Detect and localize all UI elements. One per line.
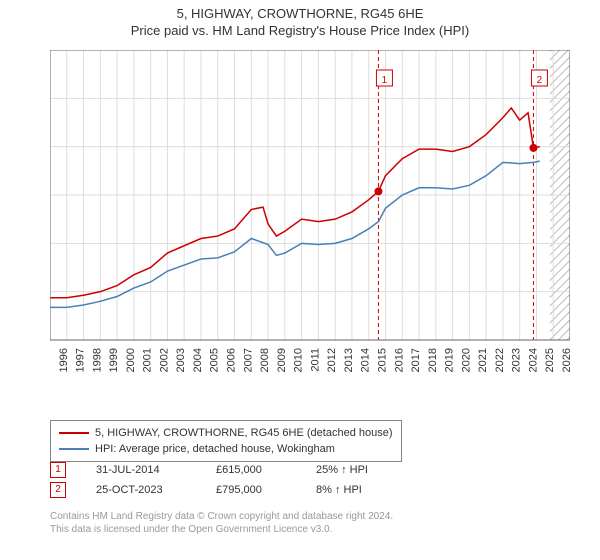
sale-row-1: 1 31-JUL-2014 £615,000 25% ↑ HPI (50, 462, 386, 478)
svg-text:2011: 2011 (309, 348, 321, 372)
svg-text:1997: 1997 (75, 348, 87, 372)
chart-subtitle: Price paid vs. HM Land Registry's House … (0, 21, 600, 38)
svg-text:2022: 2022 (494, 348, 506, 372)
svg-text:2007: 2007 (242, 348, 254, 372)
sale-date-2: 25-OCT-2023 (96, 484, 186, 496)
chart-plot: £0£200K£400K£600K£800K£1M£1.2M1995199619… (50, 50, 570, 380)
svg-text:2002: 2002 (158, 348, 170, 372)
svg-text:2004: 2004 (192, 348, 204, 372)
svg-text:2017: 2017 (410, 348, 422, 372)
svg-text:2016: 2016 (393, 348, 405, 372)
chart-title: 5, HIGHWAY, CROWTHORNE, RG45 6HE (0, 0, 600, 21)
svg-text:2013: 2013 (343, 348, 355, 372)
svg-text:1995: 1995 (50, 348, 53, 372)
svg-text:2019: 2019 (444, 348, 456, 372)
svg-text:2006: 2006 (226, 348, 238, 372)
svg-text:2020: 2020 (460, 348, 472, 372)
svg-text:1998: 1998 (91, 348, 103, 372)
svg-text:2000: 2000 (125, 348, 137, 372)
legend-label-property: 5, HIGHWAY, CROWTHORNE, RG45 6HE (detach… (95, 425, 393, 441)
svg-text:2: 2 (537, 75, 543, 86)
svg-text:1996: 1996 (58, 348, 70, 372)
svg-text:2010: 2010 (293, 348, 305, 372)
svg-text:2025: 2025 (544, 348, 556, 372)
sale-price-2: £795,000 (216, 484, 286, 496)
svg-text:2001: 2001 (142, 348, 154, 372)
svg-text:2005: 2005 (209, 348, 221, 372)
svg-text:2024: 2024 (527, 348, 539, 372)
sales-table: 1 31-JUL-2014 £615,000 25% ↑ HPI 2 25-OC… (50, 462, 386, 502)
svg-text:2015: 2015 (376, 348, 388, 372)
sale-date-1: 31-JUL-2014 (96, 464, 186, 476)
sale-row-2: 2 25-OCT-2023 £795,000 8% ↑ HPI (50, 482, 386, 498)
sale-price-1: £615,000 (216, 464, 286, 476)
sale-hpi-2: 8% ↑ HPI (316, 484, 386, 496)
svg-text:2012: 2012 (326, 348, 338, 372)
sale-marker-2: 2 (50, 482, 66, 498)
svg-text:2009: 2009 (276, 348, 288, 372)
svg-text:2008: 2008 (259, 348, 271, 372)
svg-text:1: 1 (382, 75, 388, 86)
svg-text:2023: 2023 (511, 348, 523, 372)
svg-text:2021: 2021 (477, 348, 489, 372)
svg-text:2018: 2018 (427, 348, 439, 372)
sale-marker-1: 1 (50, 462, 66, 478)
svg-text:1999: 1999 (108, 348, 120, 372)
legend-label-hpi: HPI: Average price, detached house, Woki… (95, 441, 335, 457)
footer-line1: Contains HM Land Registry data © Crown c… (50, 510, 393, 523)
legend-swatch-property (59, 432, 89, 434)
legend: 5, HIGHWAY, CROWTHORNE, RG45 6HE (detach… (50, 420, 402, 462)
sale-hpi-1: 25% ↑ HPI (316, 464, 386, 476)
footer-line2: This data is licensed under the Open Gov… (50, 523, 393, 536)
footer: Contains HM Land Registry data © Crown c… (50, 510, 393, 536)
svg-text:2003: 2003 (175, 348, 187, 372)
svg-text:2026: 2026 (561, 348, 570, 372)
legend-swatch-hpi (59, 448, 89, 450)
svg-text:2014: 2014 (360, 348, 372, 372)
